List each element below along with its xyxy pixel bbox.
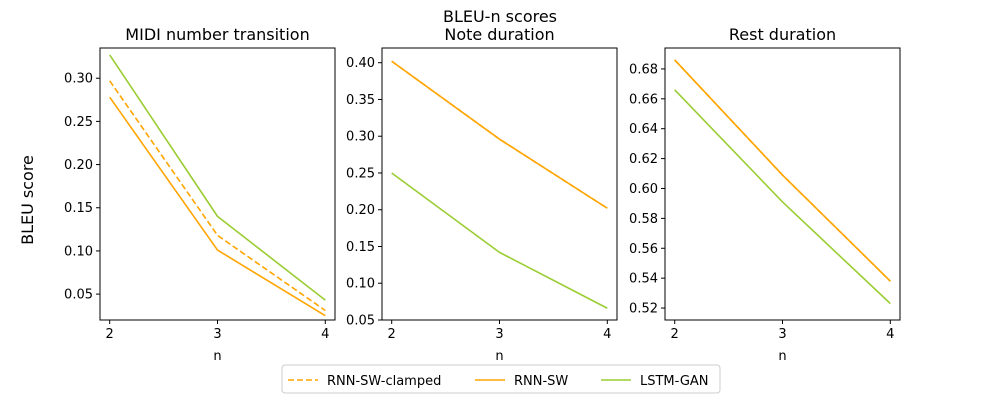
legend: RNN-SW-clamped RNN-SW LSTM-GAN bbox=[281, 364, 721, 394]
y-tick-label: 0.58 bbox=[629, 212, 658, 227]
x-tick-label: 3 bbox=[778, 327, 786, 342]
legend-label-rnn-sw: RNN-SW bbox=[514, 374, 568, 389]
figure-suptitle: BLEU-n scores bbox=[443, 7, 557, 26]
y-tick-label: 0.25 bbox=[64, 115, 93, 130]
panel-midi-number-transition: MIDI number transition 2 3 4 0.05 0.10 0.15 0.2… bbox=[64, 25, 336, 364]
panel-title: MIDI number transition bbox=[125, 25, 309, 44]
y-tick-label: 0.66 bbox=[629, 92, 658, 107]
figure-ylabel: BLEU score bbox=[18, 155, 37, 245]
x-axis-label: n bbox=[778, 349, 786, 364]
x-tick-label: 2 bbox=[671, 327, 679, 342]
y-tick-label: 0.15 bbox=[346, 240, 375, 255]
legend-entry-rnn-sw-clamped: RNN-SW-clamped bbox=[288, 374, 441, 389]
series-line-rnn-sw bbox=[674, 59, 891, 282]
legend-entry-rnn-sw: RNN-SW bbox=[475, 374, 568, 389]
y-tick-label: 0.30 bbox=[64, 72, 93, 87]
chart-panels: MIDI number transition 2 3 4 0.05 0.10 0.15 0.2… bbox=[64, 25, 901, 364]
legend-entry-lstm-gan: LSTM-GAN bbox=[601, 374, 709, 389]
legend-label-lstm-gan: LSTM-GAN bbox=[640, 374, 709, 389]
legend-box bbox=[281, 364, 721, 394]
y-tick-label: 0.20 bbox=[346, 203, 375, 218]
y-tick-label: 0.30 bbox=[346, 130, 375, 145]
x-axis-label: n bbox=[213, 349, 221, 364]
y-tick-label: 0.60 bbox=[629, 182, 658, 197]
x-tick-label: 4 bbox=[321, 327, 329, 342]
series-group bbox=[109, 54, 326, 317]
series-line-lstm-gan bbox=[674, 89, 891, 305]
y-tick-label: 0.68 bbox=[629, 62, 658, 77]
series-group bbox=[391, 60, 608, 309]
panel-rest-duration: Rest duration 2 3 4 0.52 0.54 0.56 0.58 0.60 0.62… bbox=[629, 25, 901, 364]
series-line-rnn-sw bbox=[109, 96, 326, 317]
x-axis-label: n bbox=[495, 349, 503, 364]
y-tick-label: 0.10 bbox=[346, 277, 375, 292]
y-tick-label: 0.05 bbox=[346, 314, 375, 329]
x-tick-label: 3 bbox=[213, 327, 221, 342]
x-tick-label: 3 bbox=[495, 327, 503, 342]
y-tick-label: 0.56 bbox=[629, 242, 658, 257]
x-tick-label: 2 bbox=[388, 327, 396, 342]
y-tick-label: 0.62 bbox=[629, 152, 658, 167]
series-line-lstm-gan bbox=[391, 172, 608, 309]
y-tick-label: 0.25 bbox=[346, 166, 375, 181]
y-tick-label: 0.52 bbox=[629, 302, 658, 317]
y-tick-label: 0.35 bbox=[346, 93, 375, 108]
series-line-rnn-sw bbox=[391, 60, 608, 209]
y-tick-label: 0.10 bbox=[64, 244, 93, 259]
y-tick-label: 0.40 bbox=[346, 56, 375, 71]
series-group bbox=[674, 59, 891, 305]
y-tick-label: 0.15 bbox=[64, 201, 93, 216]
series-line-lstm-gan bbox=[109, 54, 326, 301]
y-tick-label: 0.05 bbox=[64, 288, 93, 303]
x-tick-label: 2 bbox=[106, 327, 114, 342]
y-tick-label: 0.64 bbox=[629, 122, 658, 137]
x-tick-label: 4 bbox=[886, 327, 894, 342]
panel-title: Rest duration bbox=[729, 25, 836, 44]
y-tick-label: 0.20 bbox=[64, 158, 93, 173]
panel-note-duration: Note duration 2 3 4 0.05 0.10 0.15 0.20 0.25 0.30… bbox=[346, 25, 618, 364]
y-tick-label: 0.54 bbox=[629, 272, 658, 287]
x-tick-label: 4 bbox=[603, 327, 611, 342]
panel-title: Note duration bbox=[444, 25, 554, 44]
legend-label-rnn-sw-clamped: RNN-SW-clamped bbox=[327, 374, 441, 389]
